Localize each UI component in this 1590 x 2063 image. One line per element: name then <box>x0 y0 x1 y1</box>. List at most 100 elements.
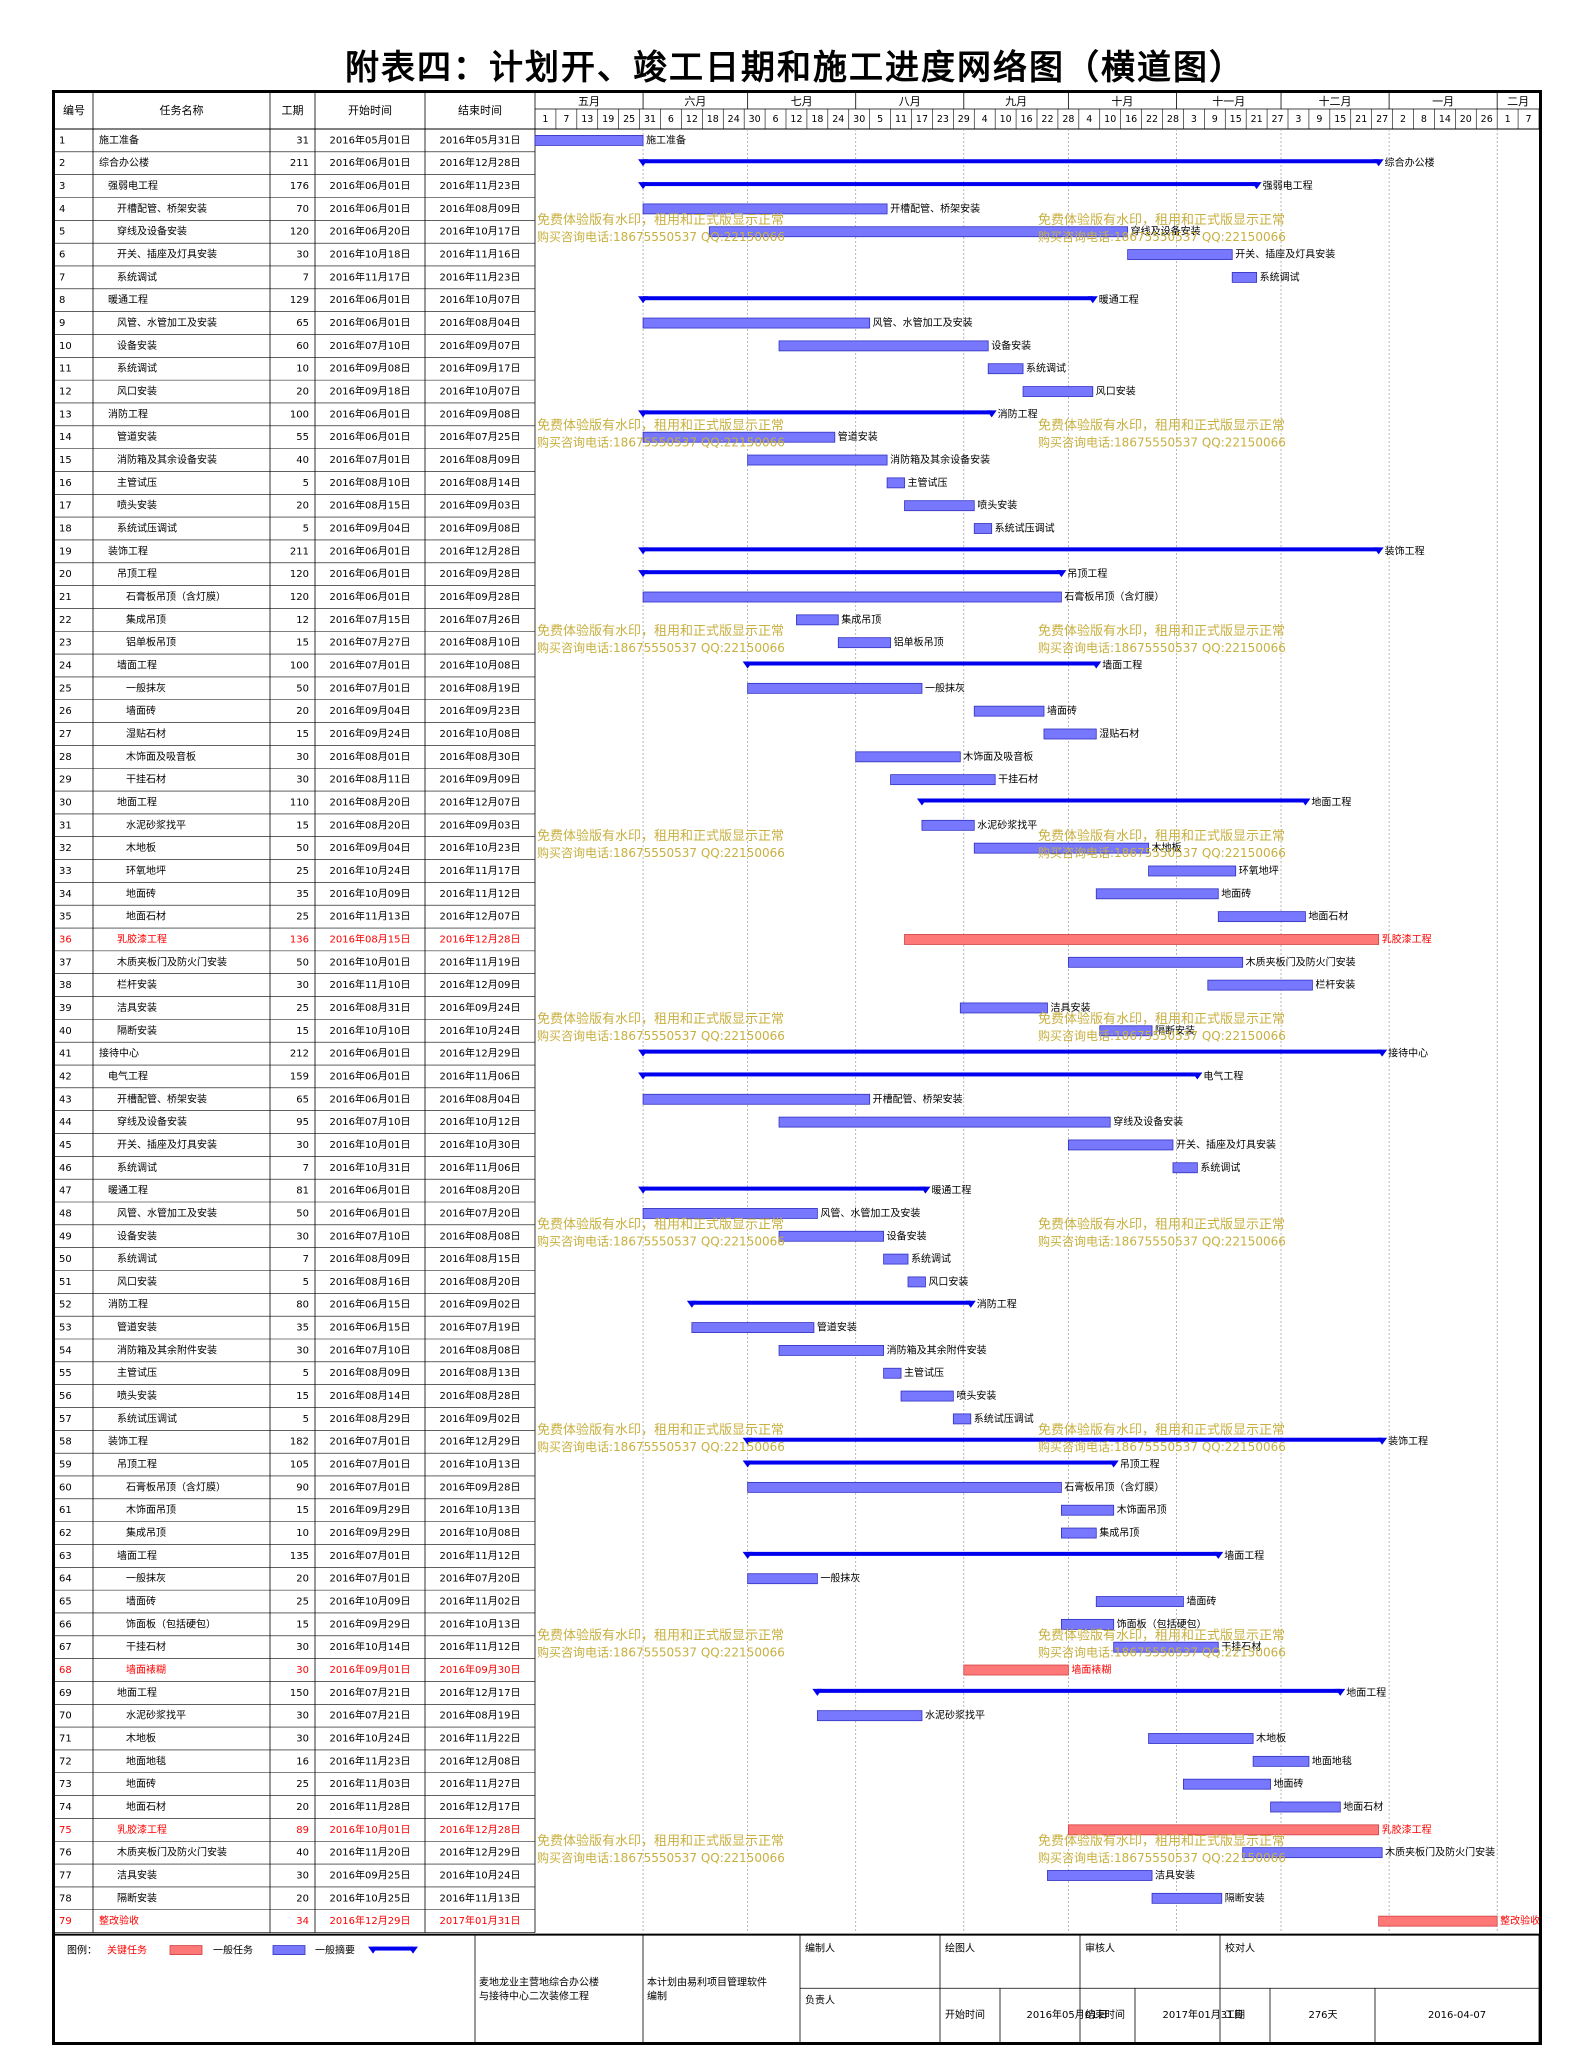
task-bar <box>1043 728 1097 740</box>
task-end: 2016年08月08日 <box>440 1343 521 1356</box>
task-name: 风口安装 <box>117 385 157 398</box>
task-start: 2016年10月10日 <box>330 1024 411 1037</box>
task-start: 2016年11月28日 <box>330 1800 411 1813</box>
task-start: 2016年11月13日 <box>330 910 411 923</box>
task-end: 2016年08月30日 <box>440 750 521 763</box>
task-name: 开槽配管、桥架安装 <box>117 202 207 215</box>
task-duration: 20 <box>296 501 309 512</box>
task-name: 地面石材 <box>126 1800 166 1813</box>
bar-label: 木地板 <box>1256 1732 1286 1745</box>
task-start: 2016年09月04日 <box>330 841 411 854</box>
day-tick-label: 27 <box>1271 114 1283 125</box>
summary-marker <box>1300 798 1311 806</box>
summary-bar <box>691 1300 971 1305</box>
summary-bar <box>643 1049 1383 1054</box>
task-bar <box>778 340 989 352</box>
task-duration: 35 <box>296 889 309 900</box>
checked-by-label: 校对人 <box>1225 1942 1255 1955</box>
task-start: 2016年08月29日 <box>330 1412 411 1425</box>
task-no: 60 <box>59 1482 72 1493</box>
drawn-by-label: 绘图人 <box>945 1942 975 1955</box>
bar-label: 石膏板吊顶（含灯膜） <box>1064 1480 1164 1493</box>
task-duration: 120 <box>290 569 309 580</box>
legend-normal-label: 一般任务 <box>213 1944 253 1957</box>
task-name: 主管试压 <box>117 476 157 489</box>
bar-label: 系统调试 <box>1026 362 1066 375</box>
task-end: 2016年10月07日 <box>440 385 521 398</box>
task-duration: 30 <box>296 1642 309 1653</box>
task-bar <box>1127 249 1233 260</box>
watermark-text: 免费体验版有水印，租用和正式版显示正常 <box>537 828 784 844</box>
task-no: 70 <box>59 1711 72 1722</box>
day-tick-label: 9 <box>1316 114 1322 125</box>
legend-summary-swatch <box>373 1946 413 1951</box>
task-start: 2016年10月01日 <box>330 1823 411 1836</box>
task-no: 58 <box>59 1437 72 1448</box>
start-value: 2016年05月01日 <box>1027 2008 1108 2021</box>
task-duration: 20 <box>296 387 309 398</box>
task-no: 12 <box>59 387 72 398</box>
task-no: 76 <box>59 1848 72 1859</box>
task-end: 2016年09月08日 <box>440 522 521 535</box>
task-duration: 136 <box>290 934 309 945</box>
task-end: 2016年11月12日 <box>440 1549 521 1562</box>
task-start: 2016年06月01日 <box>330 567 411 580</box>
task-bar <box>778 1230 885 1242</box>
task-start: 2016年07月27日 <box>330 636 411 649</box>
bar-label: 乳胶漆工程 <box>1382 1823 1432 1836</box>
task-bar <box>973 705 1045 717</box>
task-duration: 25 <box>296 1597 309 1608</box>
task-end: 2016年09月07日 <box>440 339 521 352</box>
bar-label: 暖通工程 <box>1099 293 1139 306</box>
day-tick-label: 3 <box>1191 114 1197 125</box>
day-tick-label: 28 <box>1062 114 1074 125</box>
watermark-text: 购买咨询电话:18675550537 QQ:22150066 <box>1038 1028 1286 1043</box>
bar-label: 洁具安装 <box>1155 1868 1195 1881</box>
summary-marker <box>1251 182 1262 190</box>
task-duration: 5 <box>303 524 309 535</box>
watermark-text: 购买咨询电话:18675550537 QQ:22150066 <box>1038 434 1286 449</box>
task-name: 水泥砂浆找平 <box>126 818 186 831</box>
task-start: 2016年12月29日 <box>330 1914 411 1927</box>
task-name: 木质夹板门及防火门安装 <box>117 955 227 968</box>
task-name: 集成吊顶 <box>126 613 166 626</box>
legend-critical-swatch <box>169 1945 203 1955</box>
watermark-text: 免费体验版有水印，租用和正式版显示正常 <box>1038 623 1285 639</box>
task-no: 73 <box>59 1779 72 1790</box>
task-no: 29 <box>59 775 72 786</box>
summary-marker <box>638 1049 649 1057</box>
task-name: 水泥砂浆找平 <box>126 1709 186 1722</box>
task-duration: 211 <box>290 158 309 169</box>
task-end: 2016年12月07日 <box>440 795 521 808</box>
date-value: 2016-04-07 <box>1428 2010 1486 2021</box>
task-no: 1 <box>59 135 65 146</box>
task-end: 2016年11月13日 <box>440 1891 521 1904</box>
task-start: 2016年10月01日 <box>330 955 411 968</box>
task-bar <box>1270 1801 1341 1813</box>
task-bar <box>1148 865 1237 877</box>
task-no: 77 <box>59 1870 72 1881</box>
task-bar <box>921 819 975 831</box>
task-name: 开关、插座及灯具安装 <box>117 248 217 261</box>
task-no: 61 <box>59 1505 72 1516</box>
task-duration: 15 <box>296 1505 309 1516</box>
task-end: 2016年11月06日 <box>440 1161 521 1174</box>
task-start: 2016年11月23日 <box>330 1754 411 1767</box>
summary-marker <box>638 296 649 304</box>
day-tick-label: 21 <box>1355 114 1367 125</box>
column-header-dur: 工期 <box>282 104 304 117</box>
task-bar <box>959 1002 1048 1014</box>
task-end: 2016年09月02日 <box>440 1298 521 1311</box>
summary-marker <box>638 410 649 418</box>
task-duration: 70 <box>296 204 309 215</box>
task-end: 2016年10月08日 <box>440 659 521 672</box>
day-tick-label: 30 <box>853 114 865 125</box>
watermark-text: 购买咨询电话:18675550537 QQ:22150066 <box>1038 640 1286 655</box>
legend-summary-marker <box>408 1946 418 1954</box>
bar-label: 地面工程 <box>1346 1686 1386 1699</box>
task-end: 2016年08月08日 <box>440 1229 521 1242</box>
bar-label: 木质夹板门及防火门安装 <box>1246 955 1356 968</box>
project-name: 麦地龙业主营地综合办公楼 <box>479 1975 599 1988</box>
task-end: 2016年09月02日 <box>440 1412 521 1425</box>
bar-label: 风口安装 <box>1096 385 1136 398</box>
